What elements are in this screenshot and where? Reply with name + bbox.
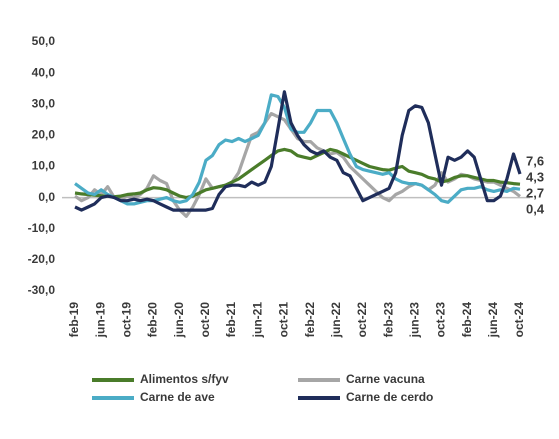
x-tick-label: oct-21 (277, 302, 291, 338)
x-tick-label: oct-19 (120, 302, 134, 338)
x-tick-label: jun-20 (172, 302, 186, 339)
y-tick-label: -30,0 (28, 283, 56, 297)
legend-label: Alimentos s/fyv (140, 372, 229, 386)
y-tick-label: 50,0 (32, 34, 56, 48)
y-tick-label: 30,0 (32, 96, 56, 110)
value-label: 0,4 (526, 201, 545, 216)
y-tick-label: -20,0 (28, 252, 56, 266)
x-tick-label: jun-19 (93, 302, 107, 339)
legend-label: Carne de cerdo (346, 390, 433, 404)
series-line (74, 90, 522, 212)
x-tick-label: feb-21 (224, 302, 238, 338)
legend-label: Carne vacuna (346, 372, 425, 386)
y-tick-label: -10,0 (28, 221, 56, 235)
value-label: 4,3 (526, 169, 544, 184)
series-line (74, 93, 521, 206)
x-tick-label: oct-24 (512, 302, 526, 338)
x-tick-label: feb-19 (67, 302, 81, 338)
x-tick-label: jun-23 (407, 302, 421, 339)
value-label: 7,6 (526, 153, 544, 168)
series-line (74, 147, 521, 200)
y-tick-label: 0,0 (38, 190, 55, 204)
x-tick-label: jun-22 (329, 302, 343, 339)
legend-label: Carne de ave (140, 390, 215, 404)
x-tick-label: jun-21 (250, 302, 264, 339)
y-tick-label: 20,0 (32, 128, 56, 142)
x-tick-label: oct-20 (198, 302, 212, 338)
value-label: 2,7 (526, 185, 544, 200)
x-tick-label: oct-22 (355, 302, 369, 338)
y-tick-label: 40,0 (32, 65, 56, 79)
y-tick-label: 10,0 (32, 159, 56, 173)
x-tick-label: oct-23 (434, 302, 448, 338)
x-tick-label: feb-20 (146, 302, 160, 338)
x-tick-label: feb-24 (460, 302, 474, 338)
x-tick-label: feb-23 (381, 302, 395, 338)
x-tick-label: feb-22 (303, 302, 317, 338)
x-tick-label: jun-24 (486, 302, 500, 339)
series-line (74, 112, 521, 218)
